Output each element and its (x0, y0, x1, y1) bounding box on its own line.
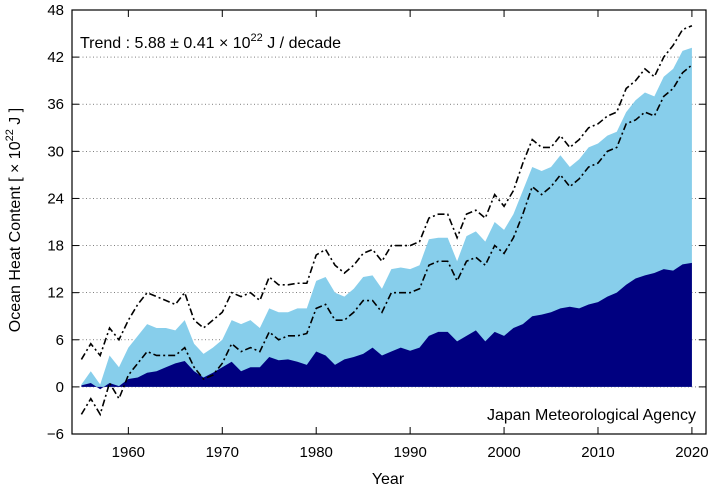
x-tick-label: 2020 (675, 444, 708, 461)
x-tick-label: 1990 (393, 444, 426, 461)
y-tick-label: 0 (56, 379, 64, 396)
confidence-lines (80, 24, 693, 417)
y-axis-title-main: Ocean Heat Content [ × 10 (7, 141, 24, 332)
y-tick-label: −6 (47, 426, 64, 443)
x-tick-label: 1970 (206, 444, 239, 461)
series-area-0-2000m (81, 47, 692, 387)
x-tick-label: 2000 (487, 444, 520, 461)
y-tick-label: 6 (56, 332, 64, 349)
series-area-0-700m (81, 262, 692, 390)
ci-lower-line (80, 64, 693, 417)
x-tick-label: 1980 (300, 444, 333, 461)
trend-suffix: J / decade (263, 35, 341, 52)
y-tick-label: 30 (47, 143, 64, 160)
y-tick-label: 36 (47, 96, 64, 113)
x-axis-title: Year (372, 471, 405, 488)
x-tick-label: 1960 (112, 444, 145, 461)
y-axis-title-exponent: 22 (4, 129, 16, 141)
plot-frame (71, 9, 707, 435)
y-tick-label: 48 (47, 2, 64, 19)
trend-exponent: 22 (251, 32, 263, 44)
trend-prefix: Trend : 5.88 ± 0.41 × 10 (80, 35, 251, 52)
y-tick-label: 24 (47, 190, 64, 207)
x-tick-label: 2010 (581, 444, 614, 461)
source-label: Japan Meteorological Agency (487, 407, 696, 424)
area-series (81, 47, 692, 390)
y-tick-label: 42 (47, 49, 64, 66)
y-tick-label: 18 (47, 238, 64, 255)
axis-ticks: −6 0 6 12 18 24 30 36 42 48 1960 1970 1980 1990 2000 20… (47, 2, 709, 461)
ci-upper-line (80, 24, 693, 360)
y-axis-title-end: J ] (7, 108, 24, 129)
trend-annotation: Trend : 5.88 ± 0.41 × 1022 J / decade (80, 32, 341, 52)
y-axis-title: Ocean Heat Content [ × 1022 J ] (4, 108, 24, 332)
y-tick-label: 12 (47, 285, 64, 302)
